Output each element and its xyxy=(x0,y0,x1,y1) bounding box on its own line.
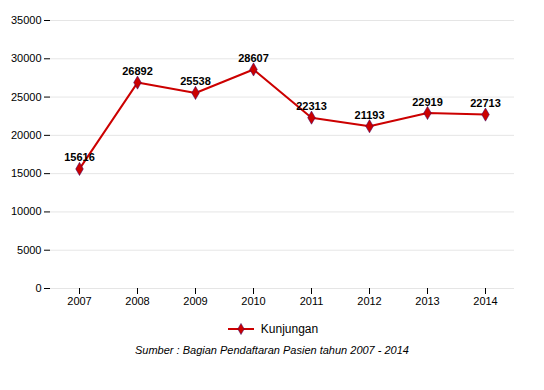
svg-text:0: 0 xyxy=(35,282,41,294)
svg-text:28607: 28607 xyxy=(238,52,269,64)
svg-text:2010: 2010 xyxy=(241,295,265,307)
svg-text:15616: 15616 xyxy=(64,151,95,163)
svg-text:20000: 20000 xyxy=(11,129,42,141)
svg-text:2007: 2007 xyxy=(67,295,91,307)
svg-text:2013: 2013 xyxy=(415,295,439,307)
svg-text:2012: 2012 xyxy=(357,295,381,307)
html-text:Kunjungan: Kunjungan xyxy=(260,322,319,336)
svg-text:5000: 5000 xyxy=(17,244,41,256)
html-text:Sumber : Bagian Pendaftaran Pa: Sumber : Bagian Pendaftaran Pasien tahun… xyxy=(135,344,409,356)
svg-text:30000: 30000 xyxy=(11,52,42,64)
svg-text:21193: 21193 xyxy=(355,109,385,121)
svg-text:22713: 22713 xyxy=(470,97,501,109)
svg-text:26892: 26892 xyxy=(122,65,153,77)
svg-text:2008: 2008 xyxy=(125,295,149,307)
svg-text:2014: 2014 xyxy=(473,295,497,307)
svg-text:35000: 35000 xyxy=(11,14,42,26)
svg-text:2011: 2011 xyxy=(300,295,324,307)
svg-text:2009: 2009 xyxy=(183,295,207,307)
svg-text:25000: 25000 xyxy=(11,91,42,103)
svg-text:22919: 22919 xyxy=(412,96,443,108)
svg-text:15000: 15000 xyxy=(11,167,42,179)
svg-text:10000: 10000 xyxy=(11,205,42,217)
svg-text:22313: 22313 xyxy=(296,100,327,112)
svg-text:25538: 25538 xyxy=(180,75,211,87)
